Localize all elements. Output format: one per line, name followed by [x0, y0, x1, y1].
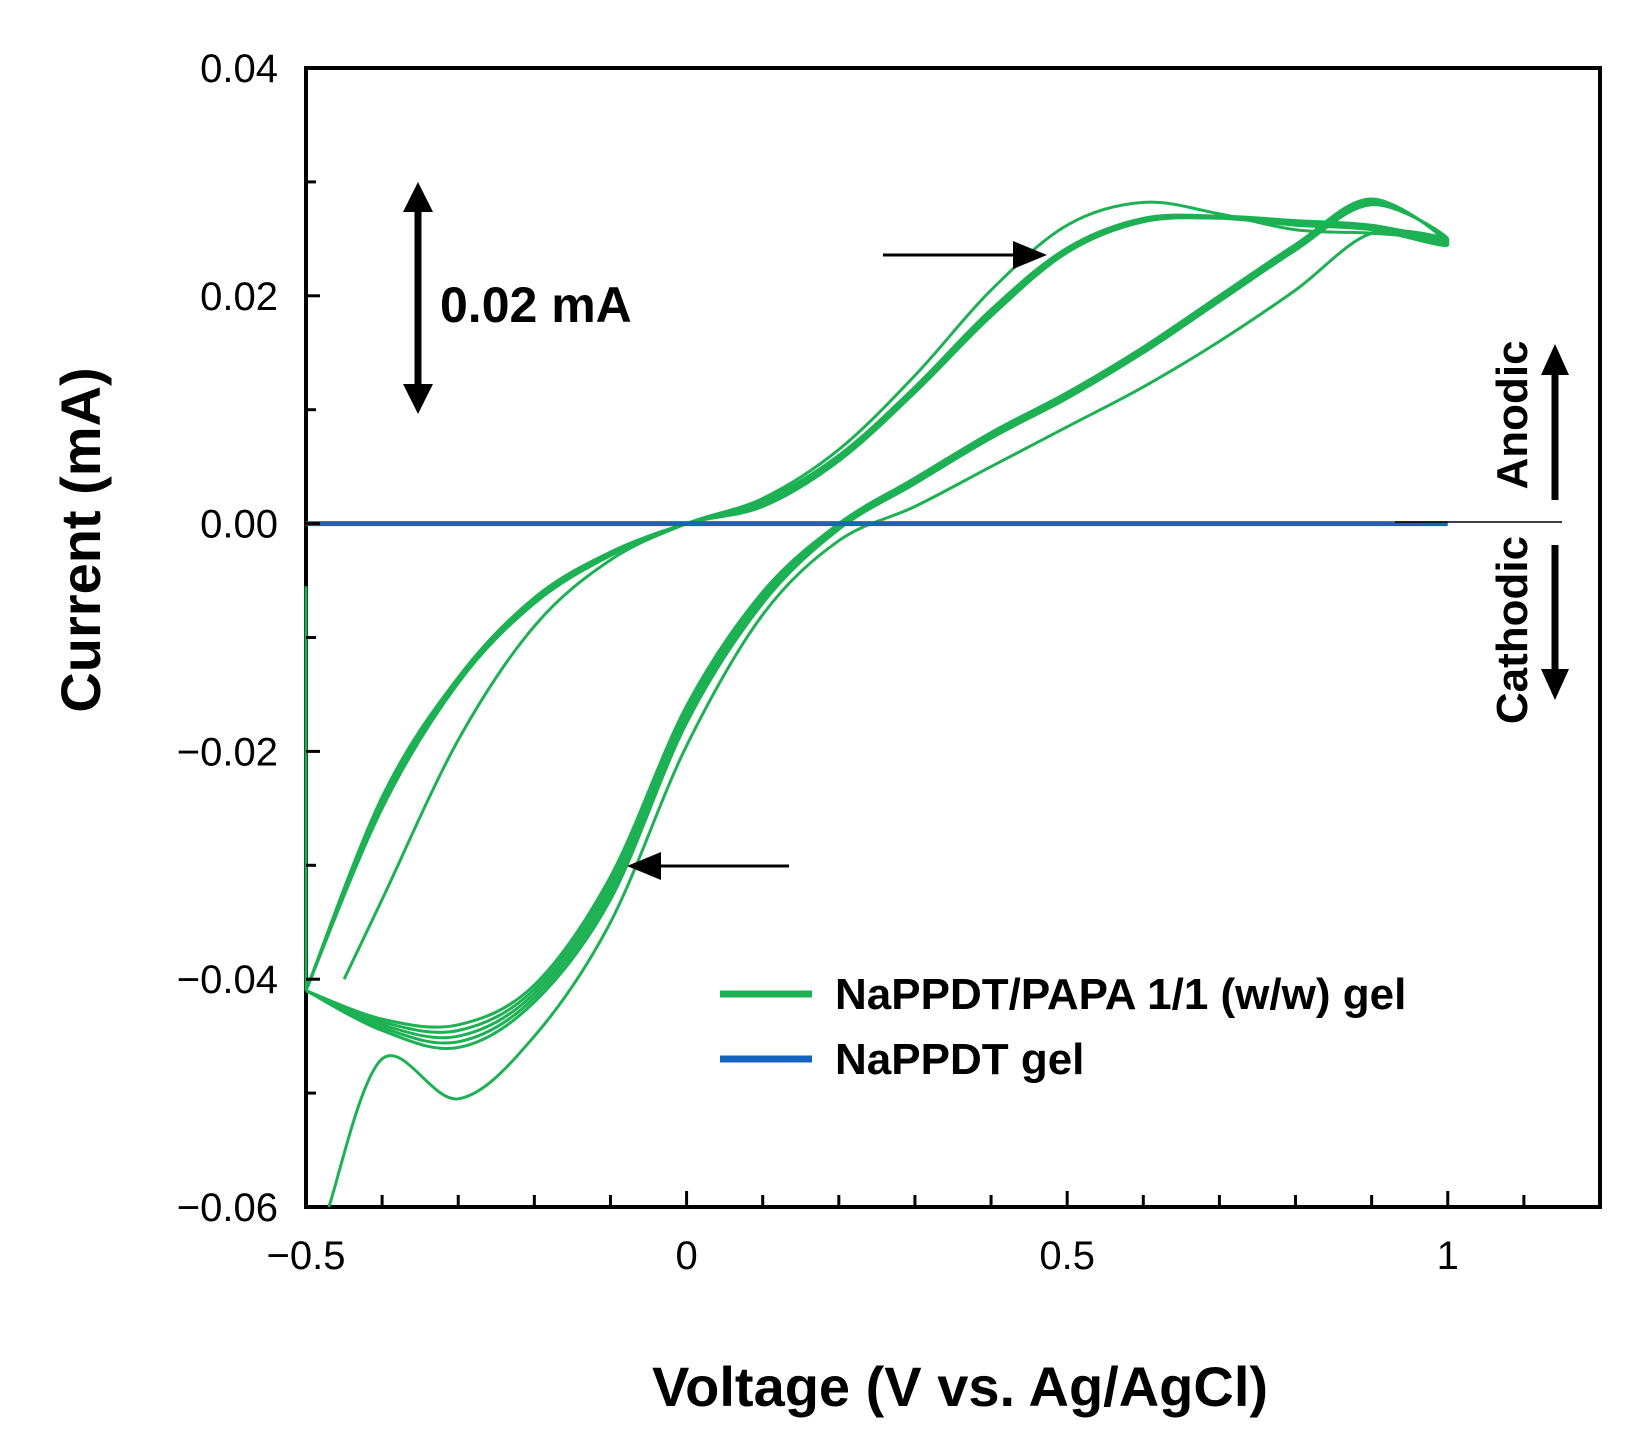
legend-label-blue: NaPPDT gel [835, 1035, 1084, 1084]
x-axis-title: Voltage (V vs. Ag/AgCl) [652, 1355, 1268, 1418]
right-arrow-icon [1013, 241, 1047, 269]
legend: NaPPDT/PAPA 1/1 (w/w) gel NaPPDT gel [720, 970, 1406, 1084]
left-arrow-icon [627, 852, 661, 880]
x-tick-label: −0.5 [267, 1234, 346, 1278]
x-tick-label: 1 [1437, 1234, 1459, 1278]
anodic-up-arrow-icon [1541, 344, 1569, 375]
sweep-arrow-reverse [627, 852, 789, 880]
axes: 0.04 0.02 0.00 −0.02 −0.04 −0.06−0.5 0 0.5 1 [177, 47, 1602, 1278]
scale-bar-label: 0.02 mA [440, 277, 632, 333]
data-curves [304, 197, 1450, 1208]
cv-cycle-line [304, 201, 1450, 1045]
y-tick-label: 0.00 [200, 503, 278, 547]
scale-bar: 0.02 mA [403, 182, 632, 414]
y-tick-label: 0.02 [200, 275, 278, 319]
y-tick-label: −0.06 [177, 1186, 278, 1230]
y-tick-label: −0.04 [177, 958, 278, 1002]
sweep-arrow-forward [883, 241, 1047, 269]
scale-bar-up-arrow-icon [403, 182, 433, 212]
y-tick-label: −0.02 [177, 730, 278, 774]
cathodic-down-arrow-icon [1541, 669, 1569, 700]
x-tick-label: 0 [675, 1234, 697, 1278]
legend-label-green: NaPPDT/PAPA 1/1 (w/w) gel [835, 970, 1406, 1019]
direction-indicator: Anodic Cathodic [1395, 340, 1569, 724]
anodic-label: Anodic [1488, 340, 1537, 489]
scale-bar-down-arrow-icon [403, 384, 433, 414]
y-tick-label: 0.04 [200, 47, 278, 91]
y-axis-title: Current (mA) [49, 367, 112, 712]
x-tick-label: 0.5 [1039, 1234, 1095, 1278]
cathodic-label: Cathodic [1488, 536, 1537, 724]
